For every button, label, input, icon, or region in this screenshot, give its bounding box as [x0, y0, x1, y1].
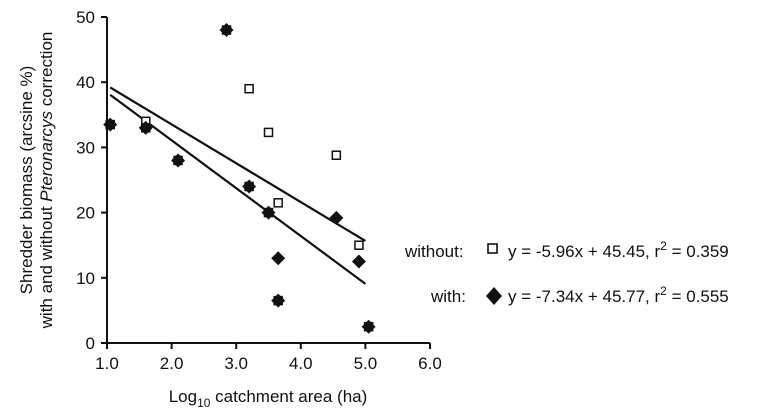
svg-text:with and without Pteronarcys c: with and without Pteronarcys correction — [37, 32, 56, 330]
point-without — [354, 240, 364, 250]
y-tick-label: 20 — [76, 204, 95, 223]
point-without — [244, 83, 254, 94]
legend-marker-open-square — [487, 243, 498, 254]
point-with — [329, 210, 344, 225]
point-with — [138, 120, 153, 135]
point-without — [331, 150, 342, 160]
data-points — [103, 23, 376, 334]
legend-item-without: without: y = -5.96x + 45.45, r2 = 0.359 — [404, 239, 729, 261]
point-with — [171, 153, 186, 168]
x-axis-title: Log10 catchment area (ha) — [169, 387, 368, 410]
point-with — [219, 23, 234, 38]
regression-lines — [109, 86, 367, 285]
y-axis-title: Shredder biomass (arcsine %) with and wi… — [17, 32, 56, 330]
y-tick-label: 10 — [76, 269, 95, 288]
x-tick-label: 5.0 — [354, 354, 378, 373]
x-axis-title-rest: catchment area (ha) — [210, 387, 367, 406]
regression-line-with — [109, 93, 367, 285]
point-with — [261, 205, 276, 220]
legend-equation-without-sup: 2 — [660, 239, 667, 253]
y-axis-title-line2-italic: Pteronarcys — [37, 111, 56, 202]
legend-item-with: with: y = -7.34x + 45.77, r2 = 0.555 — [430, 284, 729, 306]
legend-marker-filled-diamond — [486, 287, 502, 305]
point-with — [271, 251, 286, 266]
regression-line-without — [109, 86, 366, 242]
x-tick-label: 6.0 — [418, 354, 442, 373]
y-axis-ticks: 0 10 20 30 40 50 — [76, 8, 107, 353]
y-tick-label: 50 — [76, 8, 95, 27]
x-tick-label: 4.0 — [289, 354, 313, 373]
y-tick-label: 0 — [86, 334, 95, 353]
legend-label-with: with: — [430, 287, 466, 306]
x-axis-title-main: Log — [169, 387, 197, 406]
legend: without: y = -5.96x + 45.45, r2 = 0.359 … — [404, 239, 729, 306]
x-tick-label: 1.0 — [95, 354, 119, 373]
legend-equation-with-main: y = -7.34x + 45.77, r — [508, 287, 660, 306]
legend-label-without: without: — [404, 242, 464, 261]
point-with — [242, 179, 257, 194]
x-axis-title-sub: 10 — [197, 396, 211, 410]
y-axis-title-line2-a: with and without — [37, 202, 56, 330]
legend-equation-with-value: = 0.555 — [667, 287, 729, 306]
point-with — [361, 319, 376, 334]
legend-equation-with-sup: 2 — [660, 284, 667, 298]
y-axis-title-line2-b: correction — [37, 32, 56, 111]
point-without — [263, 127, 274, 138]
y-tick-label: 40 — [76, 73, 95, 92]
point-with — [103, 117, 118, 132]
legend-equation-with: y = -7.34x + 45.77, r2 = 0.555 — [508, 284, 729, 306]
y-tick-label: 30 — [76, 138, 95, 157]
legend-equation-without-main: y = -5.96x + 45.45, r — [508, 242, 660, 261]
point-without — [273, 198, 283, 208]
x-axis-ticks: 1.0 2.0 3.0 4.0 5.0 6.0 — [95, 343, 442, 373]
legend-equation-without-value: = 0.359 — [667, 242, 729, 261]
y-axis-title-line1: Shredder biomass (arcsine %) — [17, 66, 36, 295]
x-tick-label: 2.0 — [160, 354, 184, 373]
point-with — [271, 293, 286, 308]
legend-equation-without: y = -5.96x + 45.45, r2 = 0.359 — [508, 239, 729, 261]
x-tick-label: 3.0 — [224, 354, 248, 373]
svg-text:Shredder biomass (arcsine %): Shredder biomass (arcsine %) — [17, 66, 36, 295]
point-with — [351, 254, 366, 269]
